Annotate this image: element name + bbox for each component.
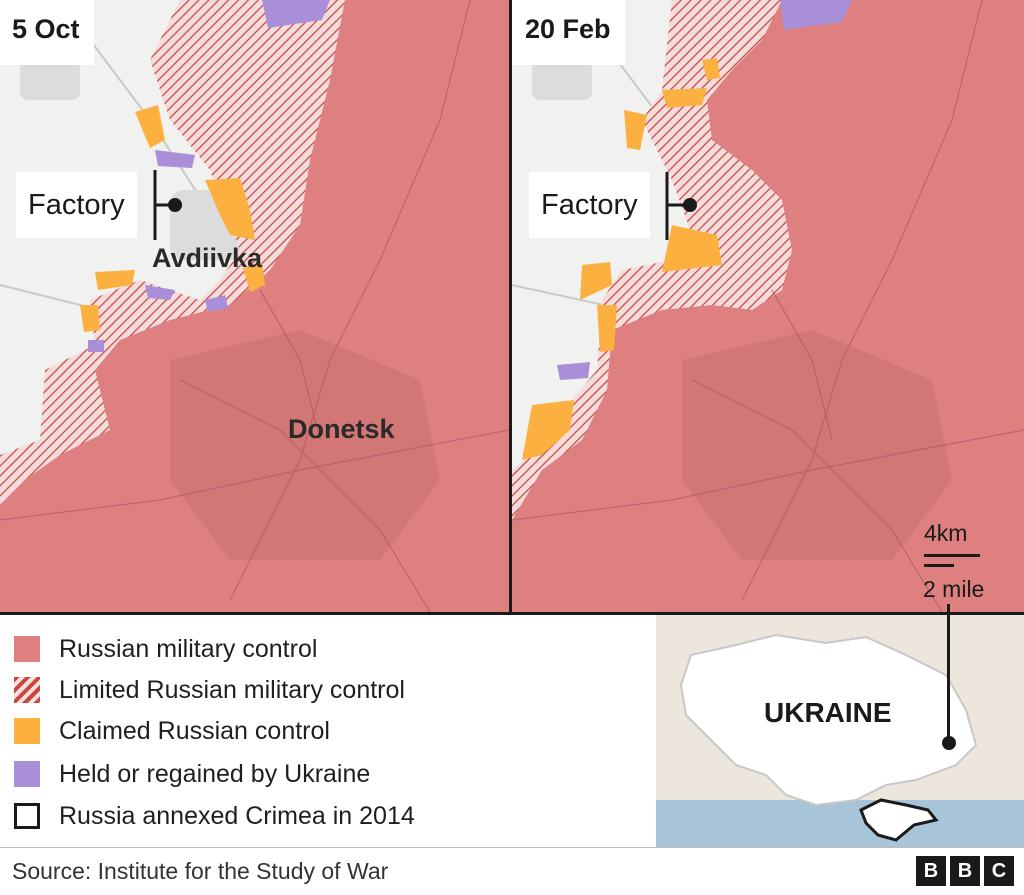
legend-label: Claimed Russian control xyxy=(59,716,330,745)
legend-item-ukraine-held: Held or regained by Ukraine xyxy=(14,757,370,791)
bbc-logo-b2: B xyxy=(950,856,980,886)
date-label-right: 20 Feb xyxy=(512,0,625,65)
swatch-russian-control xyxy=(14,636,40,662)
ukraine-held-areas xyxy=(88,0,330,352)
swatch-limited-control xyxy=(14,677,40,703)
country-label-ukraine: UKRAINE xyxy=(764,697,892,728)
source-text: Source: Institute for the Study of War xyxy=(12,858,389,884)
crimea-outline xyxy=(859,798,939,842)
factory-label-left: Factory xyxy=(16,172,137,238)
inset-map-graphic xyxy=(656,633,1024,847)
map-panel-20-feb xyxy=(512,0,1024,612)
inset-pointer-line xyxy=(947,604,950,744)
date-label-left: 5 Oct xyxy=(0,0,94,65)
city-label-donetsk: Donetsk xyxy=(288,414,395,444)
factory-label-right: Factory xyxy=(529,172,650,238)
factory-marker-dot xyxy=(683,198,697,212)
ukraine-outline xyxy=(679,633,978,807)
legend-label: Russian military control xyxy=(59,634,318,663)
legend-divider xyxy=(0,612,1024,615)
scale-km-bar xyxy=(924,554,980,557)
ukraine-held-areas xyxy=(557,0,852,380)
map-left-graphic xyxy=(0,0,509,612)
swatch-ukraine-held xyxy=(14,761,40,787)
factory-marker-dot xyxy=(168,198,182,212)
road-network-russian xyxy=(0,0,509,612)
black-sea xyxy=(656,800,1024,847)
legend-label: Limited Russian military control xyxy=(59,675,405,704)
swatch-claimed-control xyxy=(14,718,40,744)
legend-label: Russia annexed Crimea in 2014 xyxy=(59,801,415,830)
scale-mile-label: 2 mile xyxy=(923,576,985,602)
bbc-logo-c: C xyxy=(984,856,1014,886)
claimed-control-areas xyxy=(522,58,722,460)
legend-item-russian-control: Russian military control xyxy=(14,632,317,666)
map-panel-5-oct xyxy=(0,0,509,612)
legend-item-crimea: Russia annexed Crimea in 2014 xyxy=(14,799,415,833)
scale-km-label: 4km xyxy=(924,520,968,546)
legend: Russian military control Limited Russian… xyxy=(0,615,656,847)
legend-item-claimed-control: Claimed Russian control xyxy=(14,714,330,748)
legend-item-limited-control: Limited Russian military control xyxy=(14,673,405,707)
legend-label: Held or regained by Ukraine xyxy=(59,759,371,788)
bbc-logo-b1: B xyxy=(916,856,946,886)
footer-divider xyxy=(0,847,1024,848)
swatch-crimea-outline xyxy=(14,803,40,829)
inset-map-ukraine: UKRAINE xyxy=(656,615,1024,847)
claimed-control-areas xyxy=(80,105,265,332)
road-network-russian xyxy=(512,0,1024,612)
city-label-avdiivka: Avdiivka xyxy=(152,243,263,273)
panel-divider xyxy=(509,0,512,614)
scale-mile-bar xyxy=(924,564,954,567)
map-right-graphic xyxy=(512,0,1024,612)
